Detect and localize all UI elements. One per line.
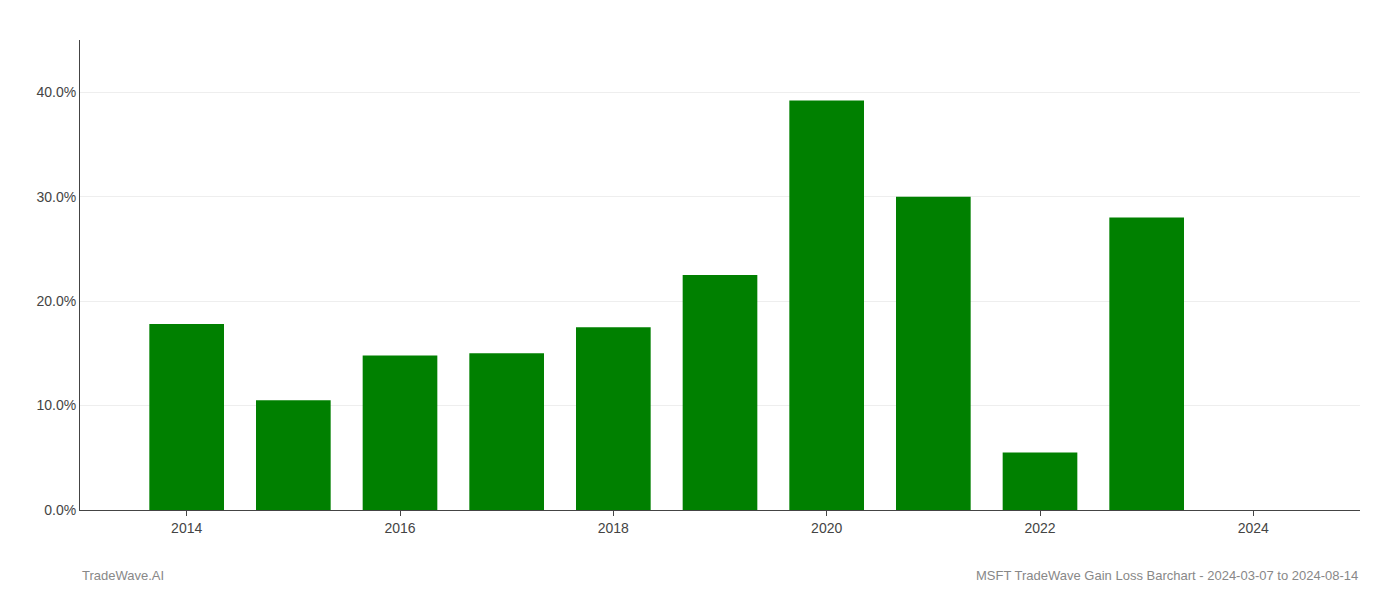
svg-text:10.0%: 10.0%: [36, 397, 76, 413]
svg-text:MSFT TradeWave Gain Loss Barch: MSFT TradeWave Gain Loss Barchart - 2024…: [976, 568, 1358, 583]
svg-text:2020: 2020: [811, 520, 842, 536]
svg-text:2014: 2014: [171, 520, 202, 536]
svg-text:40.0%: 40.0%: [36, 84, 76, 100]
svg-text:2024: 2024: [1238, 520, 1269, 536]
svg-text:2018: 2018: [598, 520, 629, 536]
svg-text:2022: 2022: [1024, 520, 1055, 536]
svg-text:30.0%: 30.0%: [36, 189, 76, 205]
svg-text:TradeWave.AI: TradeWave.AI: [82, 568, 164, 583]
svg-text:2016: 2016: [384, 520, 415, 536]
svg-text:20.0%: 20.0%: [36, 293, 76, 309]
svg-text:0.0%: 0.0%: [44, 502, 76, 518]
